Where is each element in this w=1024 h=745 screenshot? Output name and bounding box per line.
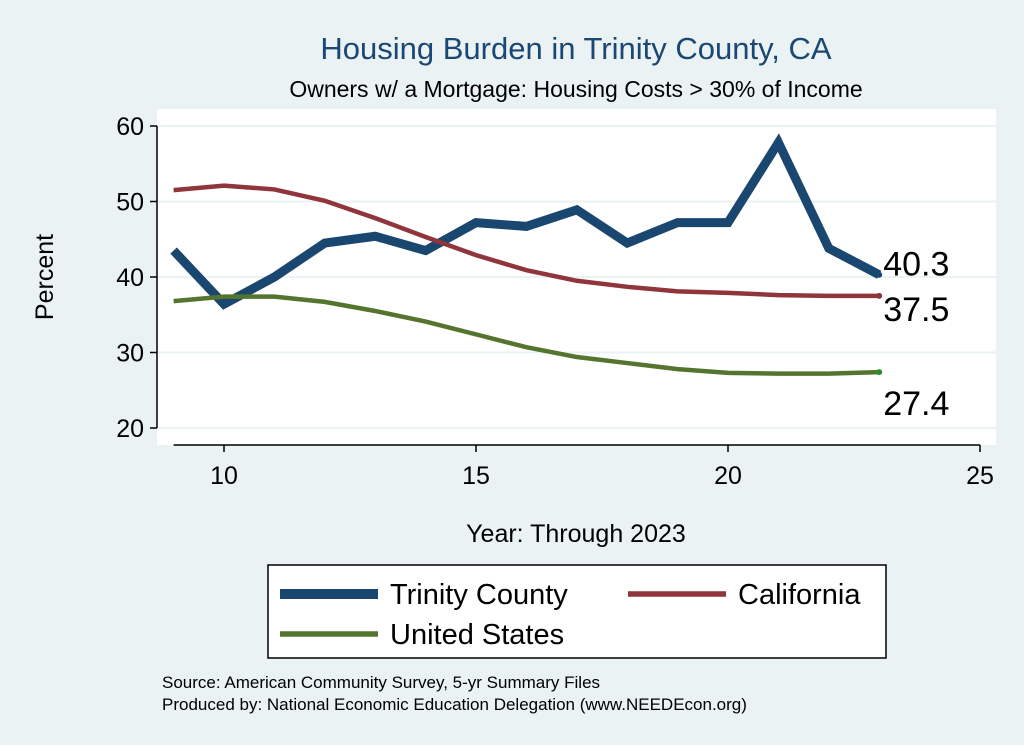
- y-tick-label-50: 50: [116, 189, 144, 217]
- series-line-california: [173, 183, 880, 299]
- chart-title: Housing Burden in Trinity County, CA: [320, 31, 831, 66]
- end-label-trinity-county: 40.3: [883, 246, 949, 284]
- series-line-trinity-county: [170, 133, 882, 310]
- x-tick-label-25: 25: [966, 462, 994, 490]
- end-label-united-states: 27.4: [883, 385, 949, 423]
- legend: Trinity County California United States: [280, 579, 861, 651]
- legend-box: [267, 564, 887, 659]
- x-tick-label-10: 10: [210, 462, 238, 490]
- y-axis-title: Percent: [31, 234, 59, 320]
- chart-subtitle: Owners w/ a Mortgage: Housing Costs > 30…: [289, 76, 862, 102]
- x-tick-label-20: 20: [714, 462, 742, 490]
- end-label-california: 37.5: [883, 291, 949, 329]
- x-tick-label-15: 15: [462, 462, 490, 490]
- series-line-united-states: [173, 294, 880, 376]
- grid-lines: [157, 125, 996, 429]
- end-marker-united-states: [876, 369, 883, 376]
- y-tick-label-20: 20: [116, 415, 144, 443]
- source-note: Source: American Community Survey, 5-yr …: [162, 673, 600, 692]
- y-tick-label-40: 40: [116, 264, 144, 292]
- y-tick-label-30: 30: [116, 340, 144, 368]
- x-axis-title: Year: Through 2023: [466, 520, 686, 548]
- end-labels: 40.3 37.5 27.4: [876, 246, 949, 423]
- y-axis-ticks: 20 30 40 50 60: [116, 113, 157, 443]
- produced-by-note: Produced by: National Economic Education…: [162, 695, 747, 714]
- end-marker-california: [876, 292, 883, 299]
- legend-label-california: California: [738, 579, 861, 611]
- legend-label-united-states: United States: [390, 619, 564, 651]
- end-marker-trinity-county: [876, 271, 883, 278]
- series-lines: [170, 133, 882, 376]
- legend-label-trinity-county: Trinity County: [390, 579, 568, 611]
- x-axis-ticks: 10 15 20 25: [210, 445, 994, 490]
- y-tick-label-60: 60: [116, 113, 144, 141]
